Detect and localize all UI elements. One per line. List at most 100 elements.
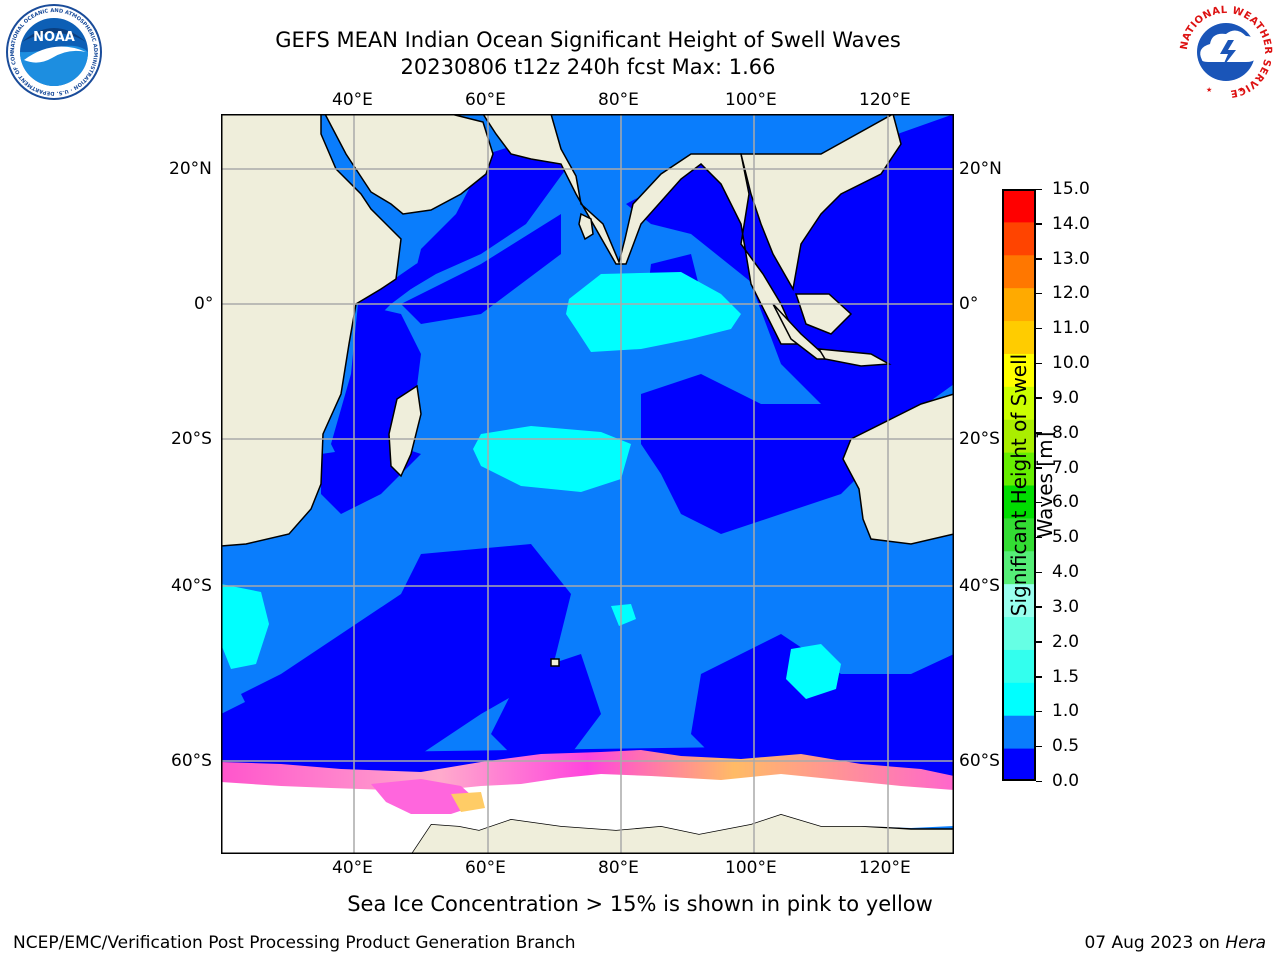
colorbar-tick-mark [1036,188,1042,190]
colorbar-tick-label: 4.0 [1052,562,1080,583]
sri-lanka-landmass [578,212,594,241]
lat-tick-right: 20°S [959,429,1000,449]
kerguelen-landmass [550,658,560,667]
colorbar-tick-mark [1036,536,1042,539]
graticule [221,114,954,854]
nws-star-icon: ★ [1238,86,1244,94]
land-masses [221,114,954,854]
colorbar-swatch [1002,287,1036,322]
footer-date: 07 Aug 2023 on Hera [1084,933,1266,953]
colorbar-swatch [1002,715,1036,749]
colorbar [1002,189,1036,781]
colorbar-tick-label: 10.0 [1052,353,1090,374]
colorbar-tick-mark [1036,258,1042,260]
lat-tick-left: 20°N [169,159,212,179]
colorbar-tick-mark [1036,397,1042,399]
colorbar-tick-label: 5.0 [1052,527,1080,548]
colorbar-frame [1002,189,1036,781]
lon-tick-bottom: 40°E [332,858,373,878]
footer-machine: Hera [1225,933,1266,953]
map-panel [221,114,954,854]
lat-tick-right: 40°S [959,576,1000,596]
colorbar-tick-mark [1036,676,1042,678]
sea-ice-layer [221,750,954,854]
lon-tick-top: 40°E [332,90,373,110]
java-landmass [817,348,892,367]
map-title: GEFS MEAN Indian Ocean Significant Heigh… [275,28,901,52]
colorbar-swatch [1002,616,1036,650]
colorbar-swatch [1002,485,1036,519]
footer-date-text: 07 Aug 2023 on [1084,933,1226,953]
lon-tick-top: 100°E [725,90,777,110]
colorbar-tick-label: 11.0 [1052,318,1090,339]
colorbar-tick-label: 14.0 [1052,213,1090,234]
colorbar-tick-label: 2.0 [1052,631,1080,652]
colorbar-tick-label: 0.5 [1052,736,1080,757]
colorbar-swatch [1002,386,1036,420]
colorbar-tick-label: 1.5 [1052,666,1080,687]
footer-credit: NCEP/EMC/Verification Post Processing Pr… [13,933,576,953]
lon-tick-top: 120°E [859,90,911,110]
nws-star-icon: ★ [1206,86,1212,94]
colorbar-swatch [1002,320,1036,354]
colorbar-tick-label: 12.0 [1052,283,1090,304]
lat-tick-right: 60°S [959,751,1000,771]
colorbar-swatch [1002,583,1036,618]
colorbar-tick-label: 6.0 [1052,492,1080,513]
lon-tick-bottom: 100°E [725,858,777,878]
map-subtitle: 20230806 t12z 240h fcst Max: 1.66 [400,55,776,79]
colorbar-swatch [1002,254,1036,289]
arabian-peninsula-landmass [324,114,494,215]
noaa-logo: NATIONAL OCEANIC AND ATMOSPHERIC ADMINIS… [4,4,102,100]
colorbar-tick-mark [1036,327,1042,330]
lat-tick-left: 0° [194,294,214,314]
colorbar-tick-mark [1036,432,1042,434]
colorbar-tick-mark [1036,467,1042,469]
colorbar-tick-mark [1036,501,1042,504]
colorbar-tick-mark [1036,606,1042,608]
colorbar-tick-label: 7.0 [1052,457,1080,478]
colorbar-tick-mark [1036,362,1042,365]
indochina-landmass [740,114,902,292]
colorbar-swatch [1002,649,1036,683]
colorbar-swatch [1002,452,1036,486]
lon-tick-top: 80°E [598,90,639,110]
australia-landmass [842,393,954,545]
colorbar-tick-mark [1036,745,1042,748]
moderate-swell-regions [221,272,841,699]
lon-tick-bottom: 80°E [598,858,639,878]
colorbar-swatch [1002,748,1036,781]
lon-tick-bottom: 120°E [859,858,911,878]
colorbar-tick-label: 15.0 [1052,179,1090,199]
lon-tick-top: 60°E [465,90,506,110]
lat-tick-right: 0° [959,294,979,314]
colorbar-tick-label: 0.0 [1052,771,1080,791]
national-weather-service-logo: NATIONAL WEATHER SERVICE ★ ★ [1179,5,1273,99]
map-frame [221,114,954,854]
lon-tick-bottom: 60°E [465,858,506,878]
colorbar-title-line2: Waves [m] [1033,431,1057,539]
colorbar-tick-label: 13.0 [1052,248,1090,269]
colorbar-swatch [1002,419,1036,453]
colorbar-swatch [1002,682,1036,716]
colorbar-tick-mark [1036,571,1042,574]
colorbar-tick-mark [1036,641,1042,643]
lat-tick-left: 20°S [171,429,212,449]
colorbar-tick-label: 8.0 [1052,422,1080,443]
colorbar-tick-label: 1.0 [1052,701,1080,722]
colorbar-tick-label: 9.0 [1052,387,1080,408]
noaa-logo-text: NOAA [33,30,75,45]
lat-tick-left: 60°S [171,751,212,771]
colorbar-title: Significant Height of Swell Waves [m] [1006,245,1058,725]
india-southeast-asia-landmass [482,114,801,345]
sea-ice-note: Sea Ice Concentration > 15% is shown in … [347,892,933,916]
colorbar-tick-mark [1036,710,1042,713]
lat-tick-left: 40°S [171,576,212,596]
colorbar-swatch [1002,517,1036,552]
colorbar-tick-mark [1036,292,1042,295]
colorbar-swatch [1002,353,1036,387]
colorbar-swatch [1002,221,1036,256]
colorbar-swatch [1002,189,1036,223]
colorbar-tick-label: 3.0 [1052,596,1080,617]
colorbar-swatch [1002,550,1036,585]
